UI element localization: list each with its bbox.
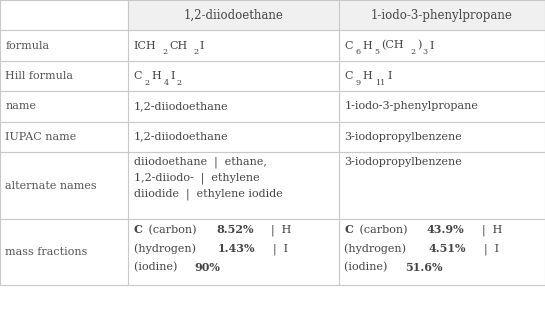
Text: 4.51%: 4.51% [429, 243, 467, 254]
Text: I: I [388, 71, 392, 81]
Text: name: name [5, 101, 37, 111]
Text: 3: 3 [422, 48, 428, 56]
Text: (carbon): (carbon) [356, 224, 411, 235]
Text: C: C [134, 224, 142, 235]
Text: C: C [344, 41, 353, 51]
Text: C: C [344, 71, 353, 81]
Text: 1,2-diiodoethane: 1,2-diiodoethane [134, 101, 228, 111]
Text: 2: 2 [410, 48, 415, 56]
Text: (hydrogen): (hydrogen) [344, 243, 410, 254]
Text: 51.6%: 51.6% [405, 262, 443, 272]
Text: 90%: 90% [194, 262, 220, 272]
Text: 1-iodo-3-phenylpropane: 1-iodo-3-phenylpropane [371, 9, 513, 22]
Bar [339, 0, 545, 30]
Text: ): ) [417, 40, 421, 51]
Text: I: I [170, 71, 175, 81]
Text: 4: 4 [164, 79, 169, 87]
Text: (carbon): (carbon) [145, 224, 200, 235]
Text: formula: formula [5, 41, 50, 51]
Text: 2: 2 [193, 48, 198, 56]
Text: H: H [362, 71, 372, 81]
Text: Hill formula: Hill formula [5, 71, 74, 81]
Text: 9: 9 [355, 79, 361, 87]
Text: I: I [429, 41, 434, 51]
Text: |  I: | I [477, 243, 499, 255]
Text: |  I: | I [267, 243, 288, 255]
Text: 1.43%: 1.43% [218, 243, 256, 254]
Text: H: H [362, 41, 372, 51]
Text: 2: 2 [176, 79, 181, 87]
Bar [128, 0, 339, 30]
Text: mass fractions: mass fractions [5, 247, 88, 257]
Text: (hydrogen): (hydrogen) [134, 243, 199, 254]
Text: 8.52%: 8.52% [216, 224, 253, 235]
Text: 1,2-diiodoethane: 1,2-diiodoethane [134, 132, 228, 142]
Text: alternate names: alternate names [5, 181, 97, 191]
Text: 6: 6 [355, 48, 361, 56]
Text: 5: 5 [374, 48, 380, 56]
Text: 2: 2 [163, 48, 168, 56]
Text: H: H [151, 71, 161, 81]
Text: CH: CH [169, 41, 187, 51]
Text: (CH: (CH [381, 40, 404, 51]
Text: 3-iodopropylbenzene: 3-iodopropylbenzene [344, 157, 462, 167]
Text: 43.9%: 43.9% [427, 224, 464, 235]
Text: |  H: | H [264, 224, 292, 236]
Text: IUPAC name: IUPAC name [5, 132, 77, 142]
Text: 2: 2 [144, 79, 150, 87]
Text: 11: 11 [374, 79, 385, 87]
Text: 1-iodo-3-phenylpropane: 1-iodo-3-phenylpropane [344, 101, 479, 111]
Text: C: C [134, 71, 142, 81]
Text: (iodine): (iodine) [344, 262, 391, 272]
Text: |  H: | H [475, 224, 503, 236]
Text: (iodine): (iodine) [134, 262, 180, 272]
Text: C: C [344, 224, 353, 235]
Text: diiodoethane  |  ethane,
1,2-diiodo-  |  ethylene
diiodide  |  ethylene iodide: diiodoethane | ethane, 1,2-diiodo- | eth… [134, 157, 282, 200]
Text: I: I [199, 41, 204, 51]
Text: 1,2-diiodoethane: 1,2-diiodoethane [184, 9, 283, 22]
Text: 3-iodopropylbenzene: 3-iodopropylbenzene [344, 132, 462, 142]
Text: ICH: ICH [134, 41, 156, 51]
